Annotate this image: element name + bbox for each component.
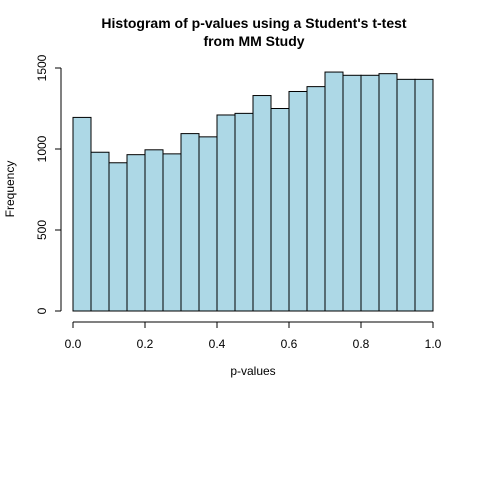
chart-title-line-2: from MM Study [203, 33, 304, 49]
histogram-bar [270, 108, 290, 312]
histogram-bar [342, 74, 362, 312]
y-tick-label: 1000 [35, 135, 49, 162]
x-tick-label: 0.8 [353, 337, 370, 351]
histogram-bar [198, 136, 218, 312]
histogram-bar [234, 112, 254, 312]
x-axis: 0.0 0.2 0.4 0.6 0.8 1.0 [65, 321, 442, 351]
histogram-bar [144, 149, 164, 312]
histogram-bar [72, 116, 92, 312]
histogram-bar [378, 73, 398, 312]
histogram-bar [288, 90, 308, 312]
y-tick-label: 500 [35, 220, 49, 240]
y-tick-label: 0 [35, 307, 49, 314]
x-tick-label: 1.0 [425, 337, 442, 351]
x-tick-label: 0.4 [209, 337, 226, 351]
histogram-bar [360, 74, 380, 312]
x-axis-label: p-values [230, 364, 275, 378]
histogram-bar [90, 151, 110, 312]
x-tick-label: 0.2 [137, 337, 154, 351]
histogram-bar [414, 78, 434, 312]
histogram-bar [252, 95, 272, 312]
y-axis: 0 500 1000 1500 [35, 54, 62, 314]
histogram-bar [162, 153, 182, 312]
histogram-bar [306, 86, 326, 312]
y-axis-label: Frequency [3, 161, 17, 218]
histogram-bar [180, 133, 200, 312]
histogram-bars [72, 71, 434, 312]
chart-title-line-1: Histogram of p-values using a Student's … [101, 15, 406, 31]
x-tick-label: 0.0 [65, 337, 82, 351]
histogram-bar [216, 114, 236, 312]
x-tick-label: 0.6 [281, 337, 298, 351]
y-tick-label: 1500 [35, 54, 49, 81]
histogram-bar [108, 162, 128, 312]
histogram-bar [126, 154, 146, 312]
histogram-bar [396, 78, 416, 312]
histogram-bar [324, 71, 344, 312]
